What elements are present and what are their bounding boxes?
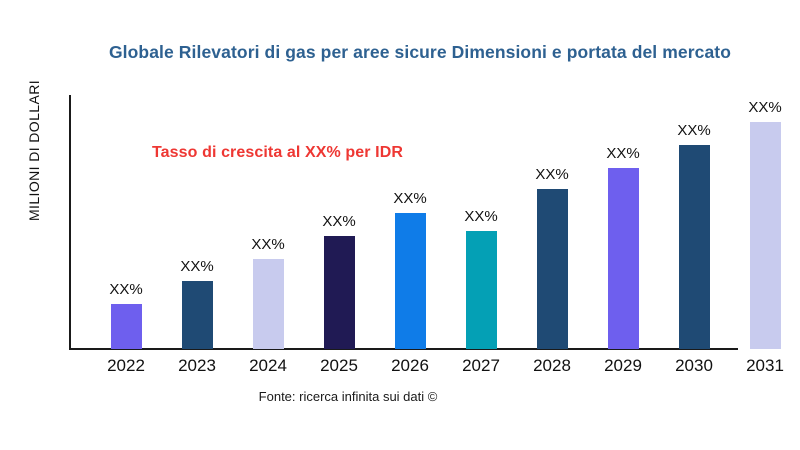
x-tick-label-2030: 2030 (675, 356, 713, 375)
bar-2023 (181, 281, 213, 349)
x-tick-label-2028: 2028 (533, 356, 571, 375)
bar-2026 (394, 213, 426, 349)
bar-2025 (323, 236, 355, 349)
growth-rate-annotation: Tasso di crescita al XX% per IDR (152, 144, 404, 161)
bar-value-label-2022: XX% (109, 281, 143, 298)
x-tick-label-2024: 2024 (249, 356, 287, 375)
source-note: Fonte: ricerca infinita sui dati © (258, 389, 438, 404)
chart-title: Globale Rilevatori di gas per aree sicur… (108, 42, 732, 62)
x-tick-label-2026: 2026 (391, 356, 429, 375)
bar-value-label-2028: XX% (535, 166, 569, 183)
bar-2031 (749, 122, 781, 349)
bar-value-label-2030: XX% (677, 122, 711, 139)
bar-2024 (252, 259, 284, 349)
bar-2029 (607, 168, 639, 349)
x-tick-label-2023: 2023 (178, 356, 216, 375)
x-tick-label-2025: 2025 (320, 356, 358, 375)
y-axis-label: MILIONI DI DOLLARI (26, 79, 42, 221)
bar-value-label-2029: XX% (606, 145, 640, 162)
bar-2022 (110, 304, 142, 349)
bar-value-label-2031: XX% (748, 99, 782, 116)
x-tick-label-2027: 2027 (462, 356, 500, 375)
bar-2030 (678, 145, 710, 349)
bar-value-label-2027: XX% (464, 208, 498, 225)
bar-2027 (465, 231, 497, 349)
y-axis-line (69, 95, 71, 350)
bar-2028 (536, 189, 568, 349)
x-axis-line (69, 348, 738, 350)
bar-value-label-2024: XX% (251, 236, 285, 253)
x-tick-label-2029: 2029 (604, 356, 642, 375)
bar-value-label-2025: XX% (322, 213, 356, 230)
x-tick-label-2022: 2022 (107, 356, 145, 375)
x-tick-label-2031: 2031 (746, 356, 784, 375)
bar-value-label-2023: XX% (180, 258, 214, 275)
bar-value-label-2026: XX% (393, 190, 427, 207)
